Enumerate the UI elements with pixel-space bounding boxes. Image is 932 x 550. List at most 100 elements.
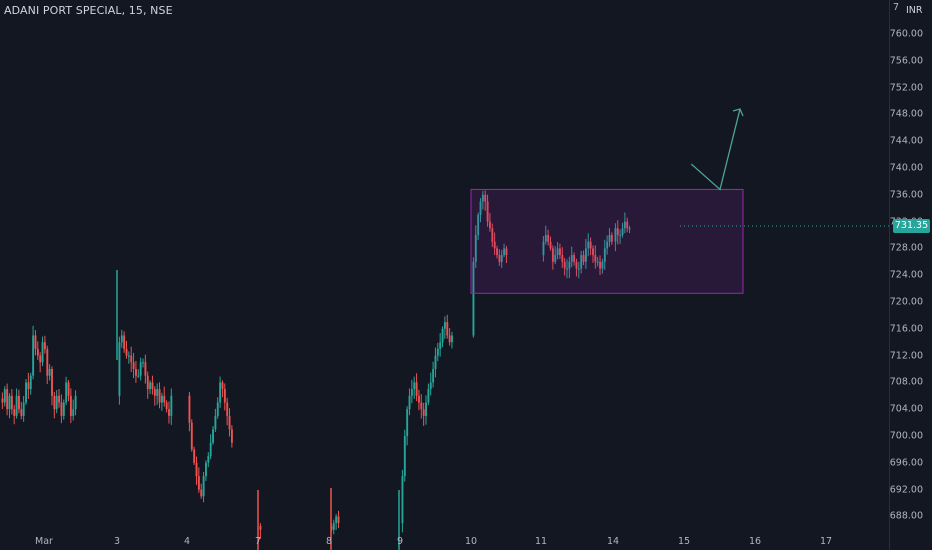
candle-body <box>577 268 580 270</box>
candle-body <box>8 395 11 410</box>
price-axis-divider <box>889 0 890 550</box>
price-tick-label: 716.00 <box>889 323 923 335</box>
candle-body <box>580 255 583 269</box>
candle-body <box>195 462 198 477</box>
candle-body <box>425 402 427 416</box>
candle-body <box>619 235 622 236</box>
candle-body <box>446 322 449 336</box>
candle-body <box>226 402 229 416</box>
candle-body <box>568 261 571 269</box>
time-tick-label: 4 <box>183 536 191 547</box>
candle-body <box>573 255 576 262</box>
candle-body <box>554 255 557 262</box>
candle-body <box>62 402 65 416</box>
candle-body <box>193 449 196 463</box>
candle-body <box>418 395 420 403</box>
candle-body <box>596 261 599 263</box>
candle-body <box>259 525 262 530</box>
time-tick-label: 10 <box>464 536 478 547</box>
candle-body <box>135 369 137 376</box>
candle-body <box>505 248 508 256</box>
candle-body <box>228 415 231 430</box>
price-tick-label: 748.00 <box>889 108 923 120</box>
projection-arrowhead <box>732 108 744 117</box>
candle-body <box>542 241 545 256</box>
candle-body <box>22 402 25 416</box>
candle-body <box>18 395 20 410</box>
candle-body <box>420 402 423 410</box>
price-tick-label: 720.00 <box>889 296 923 308</box>
candle-body <box>500 255 503 262</box>
time-tick-label: 7 <box>254 536 262 547</box>
candle-body <box>74 395 77 410</box>
candle-body <box>594 255 597 262</box>
candle-body <box>429 382 432 390</box>
candle-body <box>216 402 219 416</box>
candle-body <box>69 395 72 416</box>
candle-body <box>139 362 142 376</box>
candle-body <box>153 389 156 396</box>
candle-body <box>332 523 335 530</box>
candle-body <box>432 369 435 383</box>
price-tick-label: 728.00 <box>889 242 923 254</box>
candle-body <box>1 398 4 403</box>
candle-body <box>55 395 58 410</box>
candle-body <box>202 476 205 497</box>
candle-body <box>575 261 578 269</box>
price-tick-label: 692.00 <box>889 484 923 496</box>
price-tick-label: 752.00 <box>889 82 923 94</box>
candle-body <box>221 382 224 390</box>
price-tick-label: 756.00 <box>889 55 923 67</box>
candle-body <box>36 348 39 356</box>
candle-body <box>51 369 53 396</box>
time-tick-label: 17 <box>819 536 833 547</box>
candle-body <box>406 409 409 436</box>
candle-body <box>65 382 68 403</box>
candle-body <box>200 489 203 497</box>
price-tick-label: 744.00 <box>889 135 923 147</box>
candle-body <box>168 409 170 416</box>
candle-body <box>118 342 121 396</box>
price-tick-label: 712.00 <box>889 350 923 362</box>
candle-body <box>623 221 626 229</box>
candle-body <box>29 375 32 390</box>
candle-body <box>601 261 604 269</box>
candle-body <box>561 255 564 262</box>
price-tick-label: 704.00 <box>889 403 923 415</box>
candle-body <box>212 429 214 443</box>
time-tick-label: 14 <box>606 536 620 547</box>
candle-body <box>503 248 506 256</box>
candle-body <box>547 235 550 242</box>
candle-body <box>427 389 430 403</box>
candle-body <box>422 409 425 416</box>
candle-body <box>6 389 9 410</box>
candle-body <box>46 348 49 376</box>
time-tick-label: 3 <box>113 536 121 547</box>
price-tick-label: 700.00 <box>889 430 923 442</box>
candle-body <box>25 382 27 403</box>
candle-body <box>582 255 585 262</box>
candle-body <box>481 194 484 202</box>
candle-body <box>190 422 193 450</box>
candle-body <box>197 476 200 490</box>
candle-body <box>410 389 413 396</box>
candle-body <box>27 382 30 390</box>
time-tick-label: 9 <box>396 536 404 547</box>
candle-body <box>188 395 191 423</box>
candle-body <box>137 375 140 377</box>
chart-title: ADANI PORT SPECIAL, 15, NSE <box>4 4 173 17</box>
candle-body <box>123 335 126 349</box>
candle-body <box>408 395 411 410</box>
price-tick-label: 688.00 <box>889 510 923 522</box>
candle-body <box>3 389 6 403</box>
candle-body <box>223 389 226 403</box>
candle-body <box>628 228 631 230</box>
candle-body <box>43 342 46 349</box>
candle-body <box>151 382 154 390</box>
candle-body <box>436 348 439 356</box>
candle-body <box>570 255 573 262</box>
candle-body <box>559 248 561 256</box>
candle-body <box>614 228 617 242</box>
